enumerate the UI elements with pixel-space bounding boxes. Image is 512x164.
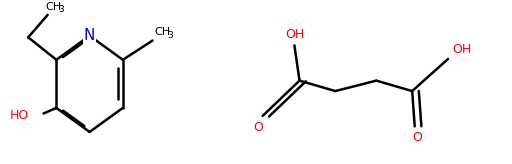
Text: 3: 3 — [167, 31, 173, 40]
Text: CH: CH — [155, 27, 170, 37]
Text: O: O — [253, 121, 264, 134]
Text: 3: 3 — [58, 5, 64, 14]
Text: O: O — [412, 131, 422, 144]
Text: HO: HO — [9, 109, 29, 122]
Text: OH: OH — [285, 28, 304, 41]
Text: CH: CH — [46, 2, 62, 12]
Text: N: N — [84, 28, 95, 43]
Text: OH: OH — [452, 43, 472, 56]
